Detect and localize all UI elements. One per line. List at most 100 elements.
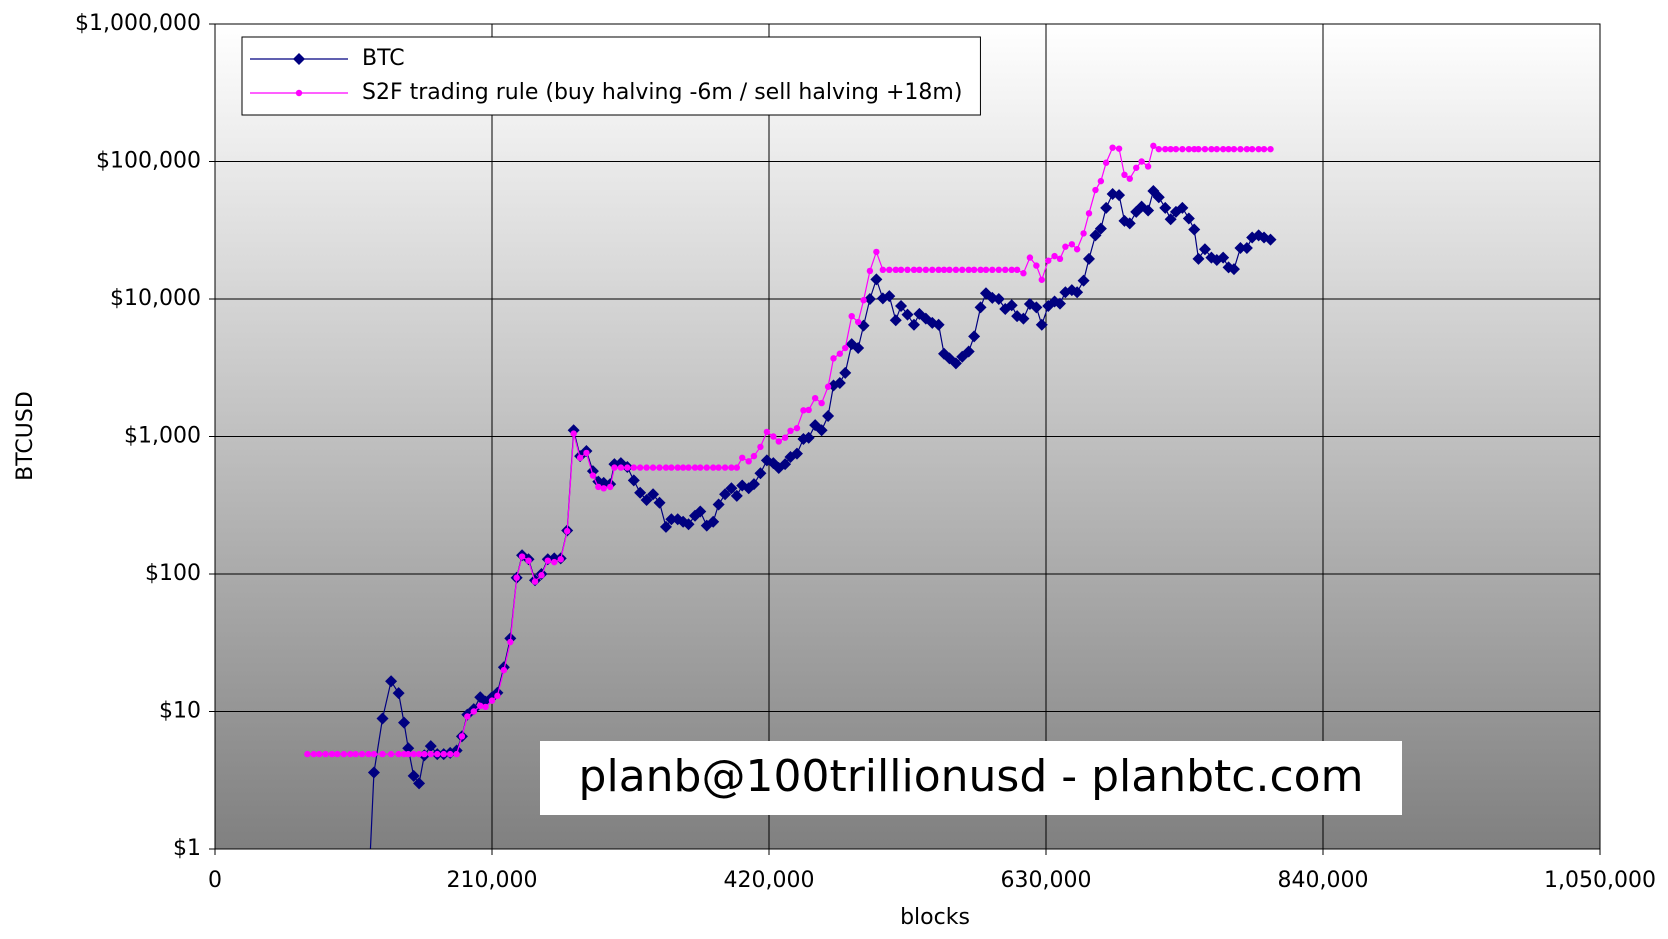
marker xyxy=(407,769,420,782)
marker xyxy=(935,266,942,274)
marker xyxy=(1038,276,1045,283)
marker xyxy=(630,464,637,471)
y-tick-label: $100,000 xyxy=(96,149,201,174)
marker xyxy=(854,318,862,326)
marker xyxy=(679,464,687,471)
marker xyxy=(932,318,945,331)
marker xyxy=(1089,229,1102,242)
marker xyxy=(659,520,672,533)
marker xyxy=(1225,145,1232,153)
marker xyxy=(1255,145,1262,153)
marker xyxy=(833,376,846,389)
legend: BTC S2F trading rule (buy halving -6m / s… xyxy=(241,36,981,116)
marker xyxy=(712,498,725,511)
marker xyxy=(424,740,437,753)
marker xyxy=(968,330,981,343)
marker xyxy=(904,266,911,274)
marker xyxy=(745,458,752,465)
series-line xyxy=(307,144,1271,755)
marker xyxy=(665,513,678,526)
marker xyxy=(907,318,920,331)
marker xyxy=(563,527,571,535)
marker xyxy=(340,750,348,758)
marker xyxy=(1092,186,1099,194)
marker xyxy=(982,266,990,274)
marker xyxy=(873,248,880,256)
marker xyxy=(551,558,558,566)
marker xyxy=(1172,145,1180,153)
marker xyxy=(974,301,987,314)
marker xyxy=(1155,145,1162,153)
marker xyxy=(427,750,434,758)
marker xyxy=(525,557,532,564)
marker xyxy=(1260,145,1268,153)
marker xyxy=(1113,189,1126,202)
marker xyxy=(1264,233,1277,246)
marker xyxy=(365,750,372,758)
marker xyxy=(1248,145,1256,153)
marker xyxy=(1013,266,1021,274)
marker xyxy=(733,464,741,471)
marker xyxy=(1102,159,1110,166)
marker xyxy=(1109,144,1116,151)
marker xyxy=(1045,257,1052,264)
marker xyxy=(682,518,695,531)
marker xyxy=(1005,299,1018,312)
marker xyxy=(892,266,899,274)
marker xyxy=(775,438,782,445)
marker xyxy=(352,750,359,758)
marker xyxy=(1227,263,1240,276)
marker xyxy=(824,383,832,390)
marker xyxy=(836,350,844,357)
marker xyxy=(1234,241,1247,254)
marker xyxy=(662,464,670,471)
marker xyxy=(1162,145,1169,153)
marker xyxy=(1056,255,1064,263)
marker xyxy=(600,485,607,492)
x-tick-label: 630,000 xyxy=(1001,868,1092,893)
watermark-box xyxy=(540,741,1402,815)
marker xyxy=(800,407,807,414)
marker xyxy=(940,266,948,274)
marker xyxy=(1077,274,1090,287)
marker xyxy=(822,409,835,422)
marker xyxy=(295,89,303,97)
marker xyxy=(1068,241,1076,248)
marker xyxy=(293,53,305,65)
marker xyxy=(1243,145,1251,153)
marker xyxy=(922,266,930,274)
marker xyxy=(1053,297,1066,310)
marker xyxy=(570,430,577,437)
marker xyxy=(1179,145,1186,153)
marker xyxy=(606,483,614,491)
marker xyxy=(685,464,692,471)
marker xyxy=(395,750,402,758)
marker xyxy=(763,428,771,436)
marker xyxy=(910,266,918,274)
marker xyxy=(970,266,978,274)
marker xyxy=(1020,270,1027,277)
data xyxy=(304,142,1277,896)
marker xyxy=(901,308,914,321)
marker xyxy=(725,482,738,495)
marker xyxy=(889,314,902,327)
marker xyxy=(1033,262,1040,269)
marker xyxy=(1150,142,1157,150)
x-tick-label: 1,050,000 xyxy=(1544,868,1656,893)
marker xyxy=(640,494,653,507)
marker xyxy=(1159,201,1172,214)
marker xyxy=(1133,164,1140,171)
marker xyxy=(1008,266,1015,274)
y-tick-label: $1,000 xyxy=(124,424,201,449)
marker xyxy=(790,447,803,460)
marker xyxy=(989,266,996,274)
marker xyxy=(453,750,460,758)
x-tick-label: 210,000 xyxy=(447,868,538,893)
y-tick-label: $10 xyxy=(159,699,201,724)
marker xyxy=(1100,201,1113,214)
marker xyxy=(977,266,984,274)
marker xyxy=(405,750,412,758)
marker xyxy=(952,266,960,274)
marker xyxy=(363,884,375,896)
